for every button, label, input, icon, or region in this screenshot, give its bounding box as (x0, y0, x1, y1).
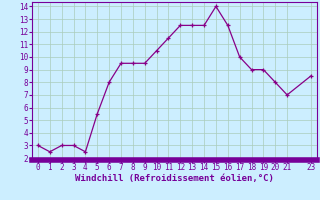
X-axis label: Windchill (Refroidissement éolien,°C): Windchill (Refroidissement éolien,°C) (75, 174, 274, 183)
